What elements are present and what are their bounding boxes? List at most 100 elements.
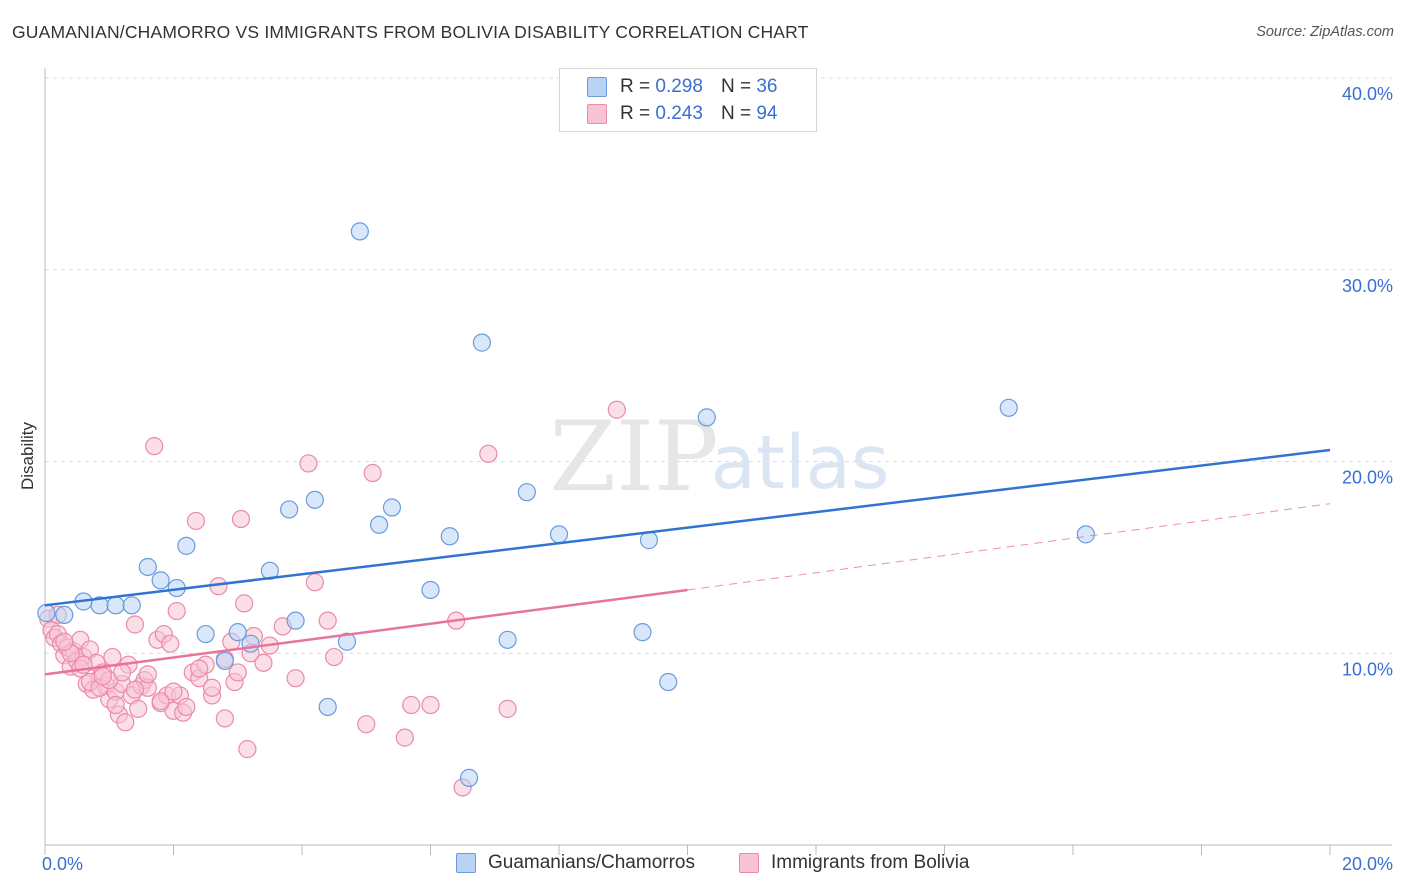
series-legend: Guamanians/Chamorros Immigrants from Bol…: [0, 852, 1406, 876]
guamanian-point-34: [999, 398, 1018, 417]
guamanian-point-20: [350, 222, 369, 241]
guamanian-point-13: [241, 634, 260, 653]
guamanian-point-18: [318, 697, 337, 717]
stats-legend-row-blue: R = 0.298 N = 36: [587, 76, 777, 98]
bolivia-point-65: [395, 728, 414, 747]
x-tick-label-min: 0.0%: [42, 854, 83, 874]
guamanian-point-28: [517, 483, 536, 502]
trend-lines: [44, 448, 1331, 676]
bolivia-point-60: [305, 573, 324, 592]
source-label: Source: ZipAtlas.com: [1256, 24, 1394, 40]
bolivia-point-66: [402, 695, 421, 715]
watermark-zip: ZIP: [549, 401, 718, 513]
series-legend-swatch-blue: [456, 853, 476, 873]
bolivia-point-62: [325, 647, 344, 667]
legend-r-value-pink: 0.243: [655, 103, 703, 124]
guamanian-point-24: [440, 527, 459, 546]
tick-labels: 10.0% 20.0% 30.0% 40.0% 0.0% 20.0%: [42, 84, 1393, 874]
guamanian-point-15: [280, 500, 299, 519]
bolivia-point-24: [116, 713, 135, 732]
bolivia-point-39: [167, 601, 186, 621]
chart-title: GUAMANIAN/CHAMORRO VS IMMIGRANTS FROM BO…: [12, 22, 809, 42]
stats-legend: R = 0.298 N = 36 R = 0.243 N = 94: [559, 68, 817, 132]
bolivia-point-61: [318, 611, 337, 630]
points-guamanian: [37, 222, 1095, 787]
bolivia-point-67: [421, 695, 440, 715]
trend-line-bolivia-extrapolated: [687, 503, 1331, 591]
bolivia-point-20: [103, 647, 122, 667]
y-tick-label-3: 40.0%: [1342, 84, 1393, 104]
legend-swatch-pink: [587, 104, 607, 124]
bolivia-point-48: [215, 709, 234, 728]
bolivia-point-82: [151, 692, 170, 711]
y-tick-label-1: 20.0%: [1342, 468, 1393, 488]
bolivia-point-81: [138, 665, 157, 684]
bolivia-point-83: [164, 682, 183, 701]
bolivia-point-85: [190, 659, 209, 678]
guamanian-point-4: [106, 596, 125, 615]
guamanian-point-17: [305, 490, 324, 509]
guamanian-point-32: [659, 672, 678, 692]
x-tick-label-max: 20.0%: [1342, 854, 1393, 874]
guamanian-point-26: [472, 333, 491, 352]
bolivia-point-53: [238, 740, 257, 759]
bolivia-point-37: [161, 634, 180, 653]
legend-r-value-blue: 0.298: [655, 76, 703, 97]
stats-legend-row-pink: R = 0.243 N = 94: [587, 103, 778, 125]
bolivia-point-90: [55, 632, 74, 651]
bolivia-point-43: [186, 511, 206, 531]
guamanian-point-11: [215, 651, 234, 671]
guamanian-point-12: [228, 623, 247, 642]
bolivia-point-28: [129, 699, 148, 718]
grid-lines: [45, 77, 1392, 654]
bolivia-point-71: [498, 699, 517, 718]
series-legend-swatch-pink: [739, 853, 759, 873]
bolivia-point-59: [299, 454, 318, 473]
guamanian-point-21: [370, 515, 389, 534]
guamanian-point-23: [421, 580, 440, 600]
guamanian-point-29: [549, 525, 569, 544]
guamanian-point-7: [151, 571, 170, 590]
guamanian-point-10: [196, 624, 215, 644]
bolivia-point-70: [479, 444, 498, 463]
watermark: ZIP atlas: [549, 401, 889, 513]
bolivia-point-72: [607, 400, 626, 419]
legend-swatch-blue: [587, 77, 607, 97]
bolivia-point-27: [125, 615, 145, 634]
series-legend-item-bolivia[interactable]: Immigrants from Bolivia: [739, 852, 970, 874]
watermark-atlas: atlas: [711, 420, 890, 506]
series-legend-label-guamanian: Guamanians/Chamorros: [488, 852, 695, 873]
guamanian-point-6: [138, 557, 157, 577]
y-tick-label-0: 10.0%: [1342, 659, 1393, 679]
bolivia-point-52: [235, 594, 254, 613]
bolivia-point-86: [202, 678, 222, 697]
series-legend-label-bolivia: Immigrants from Bolivia: [771, 852, 970, 873]
bolivia-point-79: [112, 663, 132, 682]
guamanian-point-35: [1076, 525, 1095, 544]
bolivia-point-80: [125, 680, 145, 699]
legend-n-label-pink: N =: [720, 103, 752, 124]
bolivia-point-55: [254, 653, 273, 672]
guamanian-point-5: [122, 596, 141, 615]
y-tick-label-2: 30.0%: [1342, 276, 1393, 296]
bolivia-point-58: [286, 669, 305, 688]
guamanian-point-30: [633, 623, 652, 642]
bolivia-point-63: [357, 715, 376, 734]
axes: [44, 68, 1392, 855]
series-legend-item-guamanian[interactable]: Guamanians/Chamorros: [456, 852, 695, 874]
trend-line-bolivia: [44, 588, 688, 676]
guamanian-point-9: [177, 536, 196, 555]
legend-r-label-pink: R =: [620, 103, 651, 124]
guamanian-point-25: [459, 768, 479, 787]
trend-line-guamanian: [44, 448, 1331, 607]
guamanian-point-16: [286, 611, 305, 630]
legend-n-value-pink: 94: [756, 103, 778, 124]
guamanian-point-22: [382, 498, 402, 517]
bolivia-point-93: [106, 695, 125, 715]
y-axis-label: Disability: [18, 421, 37, 491]
guamanian-point-27: [498, 630, 517, 649]
guamanian-point-0: [37, 603, 56, 623]
legend-r-label-blue: R =: [620, 76, 651, 97]
bolivia-point-84: [177, 697, 196, 717]
